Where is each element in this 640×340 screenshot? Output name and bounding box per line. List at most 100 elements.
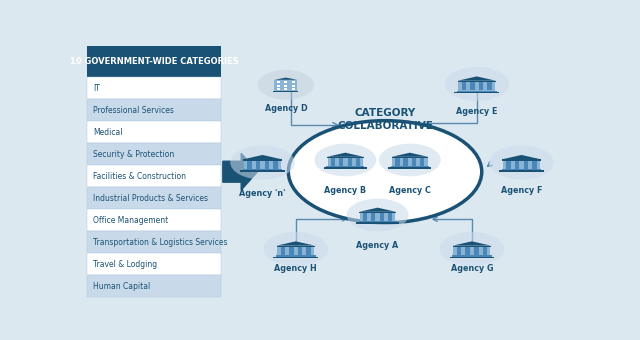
FancyBboxPatch shape — [356, 222, 399, 224]
FancyBboxPatch shape — [277, 85, 280, 87]
Circle shape — [230, 146, 295, 180]
FancyBboxPatch shape — [292, 85, 294, 87]
FancyBboxPatch shape — [380, 213, 384, 221]
FancyBboxPatch shape — [240, 170, 285, 172]
FancyBboxPatch shape — [358, 221, 397, 222]
FancyBboxPatch shape — [452, 246, 491, 247]
FancyBboxPatch shape — [479, 82, 483, 90]
FancyBboxPatch shape — [388, 213, 392, 221]
Text: Travel & Lodging: Travel & Lodging — [93, 260, 157, 269]
FancyBboxPatch shape — [243, 169, 282, 170]
FancyBboxPatch shape — [324, 167, 367, 169]
FancyBboxPatch shape — [506, 161, 511, 169]
FancyBboxPatch shape — [88, 78, 221, 99]
FancyBboxPatch shape — [449, 257, 494, 258]
Text: Agency C: Agency C — [389, 186, 431, 195]
FancyBboxPatch shape — [503, 160, 540, 169]
FancyBboxPatch shape — [284, 88, 287, 90]
FancyBboxPatch shape — [327, 157, 364, 158]
FancyBboxPatch shape — [470, 82, 475, 90]
Text: CATEGORY
COLLABORATIVE: CATEGORY COLLABORATIVE — [337, 108, 433, 131]
Ellipse shape — [289, 121, 482, 223]
FancyBboxPatch shape — [457, 247, 461, 255]
Circle shape — [264, 232, 328, 266]
Polygon shape — [359, 208, 396, 212]
FancyBboxPatch shape — [499, 170, 544, 172]
FancyBboxPatch shape — [277, 81, 280, 83]
FancyBboxPatch shape — [453, 246, 490, 255]
Text: 10 GOVERNMENT-WIDE CATEGORIES: 10 GOVERNMENT-WIDE CATEGORIES — [70, 57, 239, 66]
FancyBboxPatch shape — [276, 255, 316, 257]
FancyBboxPatch shape — [243, 159, 282, 161]
Text: Agency D: Agency D — [264, 104, 307, 113]
FancyBboxPatch shape — [488, 82, 492, 90]
FancyBboxPatch shape — [532, 161, 536, 169]
Text: Agency H: Agency H — [275, 264, 317, 273]
FancyBboxPatch shape — [88, 121, 221, 143]
FancyBboxPatch shape — [280, 247, 285, 255]
FancyBboxPatch shape — [284, 85, 287, 87]
FancyBboxPatch shape — [284, 81, 287, 83]
FancyBboxPatch shape — [326, 166, 364, 167]
Text: Agency A: Agency A — [356, 241, 399, 250]
FancyBboxPatch shape — [273, 161, 278, 169]
FancyBboxPatch shape — [524, 161, 528, 169]
Polygon shape — [392, 153, 428, 157]
FancyBboxPatch shape — [348, 158, 352, 166]
FancyBboxPatch shape — [474, 247, 479, 255]
FancyBboxPatch shape — [273, 91, 298, 92]
FancyBboxPatch shape — [331, 158, 335, 166]
Text: Agency F: Agency F — [500, 186, 542, 195]
FancyBboxPatch shape — [88, 143, 221, 166]
Circle shape — [314, 143, 376, 176]
FancyBboxPatch shape — [265, 161, 269, 169]
Text: IT: IT — [93, 84, 100, 93]
Text: Human Capital: Human Capital — [93, 282, 150, 291]
FancyBboxPatch shape — [298, 247, 303, 255]
FancyBboxPatch shape — [328, 158, 364, 166]
FancyBboxPatch shape — [403, 158, 408, 166]
Text: Industrial Products & Services: Industrial Products & Services — [93, 194, 209, 203]
FancyBboxPatch shape — [371, 213, 376, 221]
Circle shape — [440, 232, 504, 266]
Text: Agency 'n': Agency 'n' — [239, 189, 286, 198]
Polygon shape — [452, 241, 491, 246]
FancyBboxPatch shape — [356, 158, 360, 166]
FancyBboxPatch shape — [88, 187, 221, 209]
Text: Agency E: Agency E — [456, 107, 497, 116]
FancyBboxPatch shape — [277, 88, 280, 90]
FancyBboxPatch shape — [502, 159, 541, 161]
FancyBboxPatch shape — [396, 158, 399, 166]
Circle shape — [379, 143, 441, 176]
FancyBboxPatch shape — [289, 247, 294, 255]
Polygon shape — [276, 241, 315, 246]
FancyBboxPatch shape — [275, 80, 298, 92]
Polygon shape — [502, 155, 541, 159]
Text: Office Management: Office Management — [93, 216, 169, 225]
Polygon shape — [458, 76, 496, 81]
Polygon shape — [275, 78, 298, 80]
FancyBboxPatch shape — [307, 247, 311, 255]
FancyBboxPatch shape — [502, 169, 541, 170]
Text: Medical: Medical — [93, 128, 123, 137]
Text: Security & Protection: Security & Protection — [93, 150, 175, 159]
FancyBboxPatch shape — [276, 246, 315, 247]
FancyBboxPatch shape — [88, 253, 221, 275]
FancyBboxPatch shape — [388, 167, 431, 169]
FancyBboxPatch shape — [458, 82, 495, 90]
Circle shape — [347, 199, 408, 231]
FancyBboxPatch shape — [339, 158, 343, 166]
FancyBboxPatch shape — [452, 255, 492, 257]
FancyBboxPatch shape — [363, 213, 367, 221]
Text: Professional Services: Professional Services — [93, 106, 174, 115]
FancyBboxPatch shape — [248, 161, 252, 169]
FancyBboxPatch shape — [88, 232, 221, 253]
FancyBboxPatch shape — [420, 158, 424, 166]
Circle shape — [489, 146, 554, 180]
FancyBboxPatch shape — [360, 213, 396, 221]
Text: Transportation & Logistics Services: Transportation & Logistics Services — [93, 238, 228, 247]
FancyBboxPatch shape — [483, 247, 487, 255]
Circle shape — [445, 67, 509, 101]
FancyBboxPatch shape — [454, 92, 499, 94]
FancyBboxPatch shape — [244, 160, 281, 169]
